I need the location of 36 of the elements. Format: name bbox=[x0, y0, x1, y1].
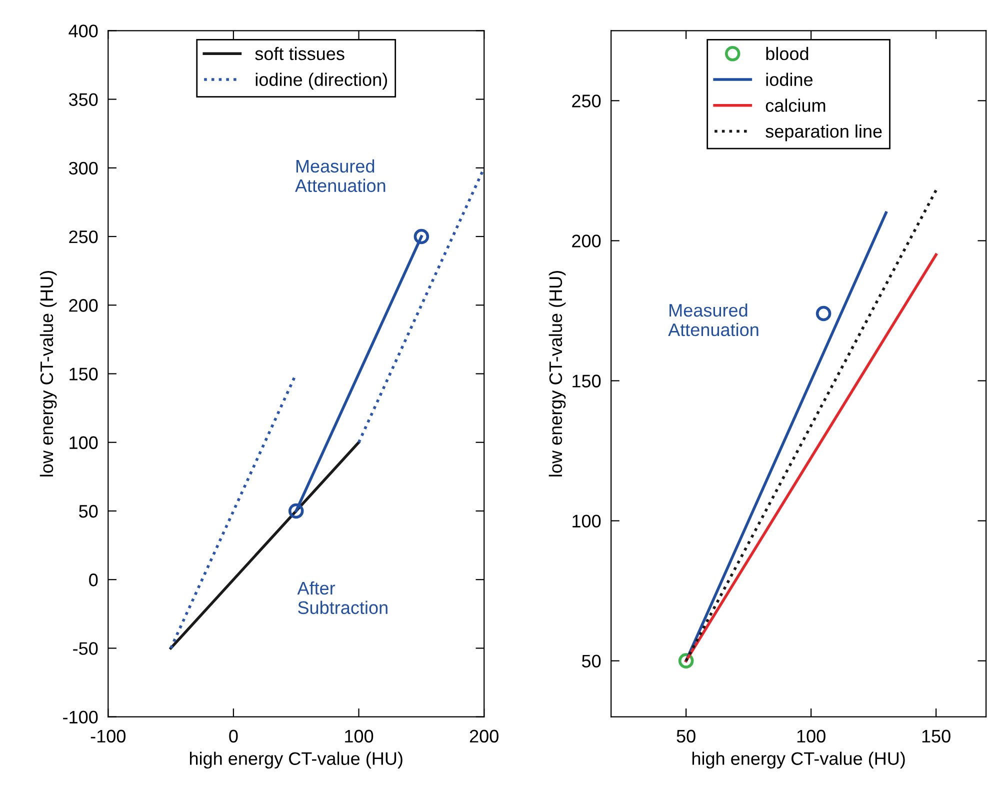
x-tick-label: 100 bbox=[797, 730, 826, 743]
y-tick-label: 100 bbox=[572, 514, 601, 528]
legend-label: soft tissues bbox=[255, 46, 344, 60]
legend-label: separation line bbox=[766, 124, 882, 142]
y-tick-label: 150 bbox=[572, 374, 601, 388]
legend-label: iodine bbox=[766, 72, 813, 86]
annotation: Measured Attenuation bbox=[295, 159, 386, 192]
legend-label: blood bbox=[766, 46, 808, 60]
annotation: Measured Attenuation bbox=[668, 303, 758, 336]
y-tick-label: 200 bbox=[572, 234, 601, 248]
annotation: After Subtraction bbox=[297, 581, 388, 614]
y-tick-label: 300 bbox=[68, 162, 98, 175]
x-tick-label: 150 bbox=[922, 730, 950, 743]
y-tick-label: 100 bbox=[70, 436, 98, 450]
y-axis-title: low energy CT-value (HU) bbox=[548, 271, 566, 476]
x-tick-label: 50 bbox=[676, 730, 696, 743]
y-tick-label: 150 bbox=[70, 368, 98, 380]
legend-label: iodine (direction) bbox=[256, 72, 388, 90]
x-tick-label: -100 bbox=[90, 730, 126, 743]
y-tick-label: 50 bbox=[79, 504, 98, 518]
y-tick-label: 200 bbox=[69, 299, 98, 312]
y-tick-label: -50 bbox=[73, 642, 98, 655]
y-tick-label: 400 bbox=[68, 24, 98, 38]
x-tick-label: 200 bbox=[470, 730, 498, 743]
y-tick-label: 250 bbox=[69, 230, 98, 244]
x-axis-title: high energy CT-value (HU) bbox=[692, 752, 905, 769]
x-axis-title: high energy CT-value (HU) bbox=[190, 752, 402, 769]
y-tick-label: -100 bbox=[63, 710, 98, 724]
legend-label: calcium bbox=[766, 98, 826, 112]
y-tick-label: 0 bbox=[89, 574, 98, 586]
y-tick-label: 250 bbox=[572, 94, 601, 108]
y-tick-label: 350 bbox=[68, 93, 98, 106]
y-axis-title: low energy CT-value (HU) bbox=[40, 271, 57, 476]
x-tick-label: 0 bbox=[229, 730, 238, 743]
x-tick-label: 100 bbox=[345, 730, 374, 743]
y-tick-label: 50 bbox=[582, 654, 601, 668]
